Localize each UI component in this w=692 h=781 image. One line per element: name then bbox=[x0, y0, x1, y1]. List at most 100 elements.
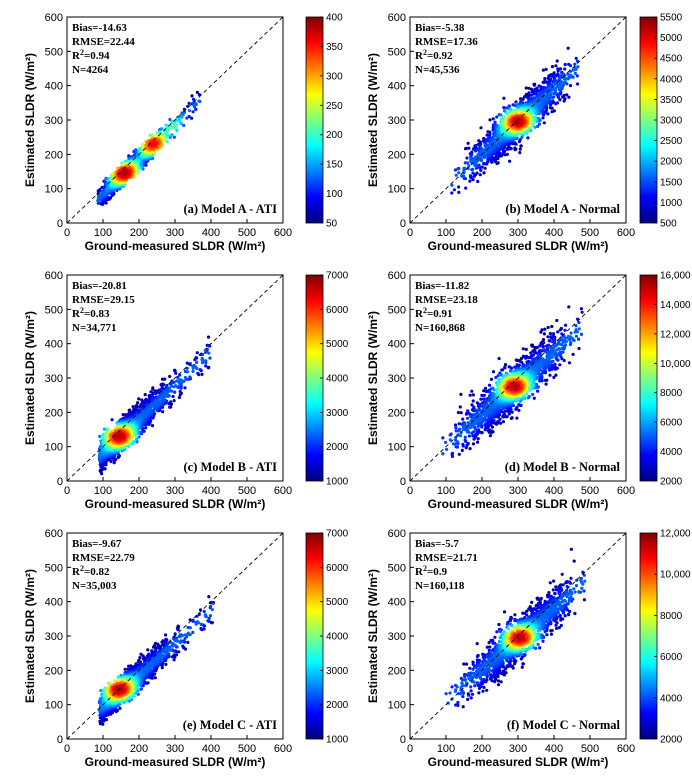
scatter-point bbox=[195, 90, 199, 94]
scatter-point bbox=[139, 432, 143, 436]
scatter-point bbox=[143, 393, 147, 397]
scatter-point bbox=[448, 433, 452, 437]
scatter-point bbox=[531, 392, 535, 396]
scatter-point bbox=[484, 422, 488, 426]
scatter-point bbox=[491, 430, 495, 434]
scatter-point bbox=[163, 377, 167, 381]
scatter-point bbox=[503, 366, 507, 370]
scatter-point bbox=[181, 112, 185, 117]
scatter-point bbox=[147, 408, 151, 412]
scatter-point bbox=[557, 87, 562, 92]
scatter-point bbox=[137, 435, 141, 439]
scatter-point bbox=[558, 328, 563, 332]
x-axis-label: Ground-measured SLDR (W/m²) bbox=[428, 239, 609, 253]
one-to-one-line bbox=[409, 16, 627, 224]
scatter-point bbox=[160, 392, 164, 396]
scatter-point bbox=[460, 448, 464, 452]
scatter-point bbox=[468, 447, 472, 451]
scatter-point bbox=[135, 405, 139, 409]
scatter-point bbox=[518, 147, 522, 151]
panel-2: 0 100 200 300 400 500 6000100200300400500600Gr… bbox=[23, 270, 349, 511]
scatter-point bbox=[132, 439, 136, 444]
scatter-point bbox=[568, 84, 573, 88]
scatter-point bbox=[559, 355, 563, 359]
scatter-point bbox=[504, 141, 508, 145]
scatter-point bbox=[562, 93, 566, 98]
scatter-point bbox=[543, 327, 547, 331]
scatter-point bbox=[556, 84, 561, 88]
scatter-point bbox=[160, 396, 164, 400]
scatter-point bbox=[471, 393, 475, 397]
x-tick-label: 600 bbox=[274, 485, 292, 497]
scatter-point bbox=[444, 440, 448, 444]
scatter-point bbox=[544, 67, 548, 71]
stat-r2: R2=0.83 bbox=[72, 306, 110, 320]
scatter-point bbox=[487, 383, 492, 387]
scatter-point bbox=[499, 113, 503, 117]
scatter-point bbox=[540, 328, 544, 332]
scatter-point bbox=[507, 412, 511, 416]
scatter-point bbox=[170, 133, 174, 137]
scatter-point bbox=[510, 366, 514, 370]
scatter-point bbox=[162, 383, 166, 387]
x-tick-label: 300 bbox=[166, 227, 184, 239]
scatter-point bbox=[537, 122, 542, 126]
scatter-point bbox=[137, 397, 141, 401]
scatter-point bbox=[196, 371, 200, 375]
scatter-point bbox=[174, 371, 178, 375]
scatter-point bbox=[519, 356, 524, 361]
scatter-point bbox=[566, 46, 570, 50]
scatter-point bbox=[150, 424, 155, 428]
scatter-point bbox=[531, 353, 536, 357]
scatter-point bbox=[204, 364, 208, 368]
y-tick-label: 500 bbox=[45, 304, 63, 316]
scatter-point bbox=[574, 67, 578, 71]
scatter-point bbox=[195, 360, 199, 364]
x-tick-label: 500 bbox=[581, 227, 599, 239]
scatter-point bbox=[480, 165, 484, 169]
x-tick-label: 100 bbox=[437, 227, 455, 239]
x-tick-label: 200 bbox=[130, 227, 148, 239]
scatter-point bbox=[491, 126, 495, 130]
scatter-point bbox=[533, 125, 537, 129]
scatter-point bbox=[563, 336, 567, 340]
scatter-point bbox=[470, 403, 474, 407]
scatter-point bbox=[482, 393, 486, 397]
scatter-point bbox=[496, 161, 500, 165]
scatter-point bbox=[491, 117, 495, 121]
density-cloud bbox=[96, 90, 202, 206]
y-tick-label: 600 bbox=[45, 270, 63, 282]
scatter-point bbox=[488, 130, 492, 134]
stat-rmse: RMSE=22.44 bbox=[72, 36, 135, 48]
scatter-point bbox=[533, 82, 537, 86]
scatter-point bbox=[552, 109, 557, 113]
scatter-point bbox=[574, 324, 578, 328]
scatter-point bbox=[168, 405, 172, 409]
x-tick-label: 600 bbox=[274, 227, 292, 239]
scatter-point bbox=[123, 171, 127, 175]
scatter-point bbox=[566, 72, 570, 76]
scatter-point bbox=[172, 399, 176, 403]
scatter-point bbox=[177, 384, 181, 388]
scatter-point bbox=[167, 389, 171, 393]
scatter-point bbox=[506, 112, 510, 116]
scatter-point bbox=[524, 347, 528, 351]
y-tick-label: 100 bbox=[388, 184, 406, 196]
scatter-point bbox=[563, 67, 567, 71]
scatter-point bbox=[559, 75, 563, 79]
scatter-point bbox=[569, 331, 573, 335]
scatter-point bbox=[466, 416, 470, 420]
scatter-point bbox=[488, 118, 492, 122]
scatter-point bbox=[533, 345, 537, 350]
scatter-point bbox=[542, 81, 546, 85]
scatter-point bbox=[207, 351, 211, 355]
colorbar-tick-label: 400 bbox=[326, 13, 343, 24]
colorbar-tick-label: 5000 bbox=[326, 339, 349, 350]
one-to-one-line bbox=[66, 16, 284, 224]
scatter-point bbox=[529, 93, 533, 97]
scatter-point bbox=[101, 192, 105, 196]
scatter-point bbox=[158, 405, 162, 409]
scatter-point bbox=[510, 141, 515, 146]
stat-n: N=45,536 bbox=[415, 64, 460, 76]
scatter-point bbox=[149, 390, 153, 394]
